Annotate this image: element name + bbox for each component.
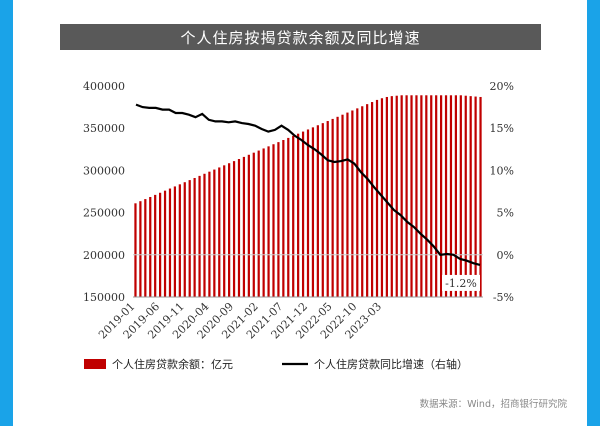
bar	[282, 140, 285, 297]
bar	[361, 106, 364, 297]
bar-series	[134, 95, 482, 298]
bar	[292, 135, 295, 297]
right-tick-label: 0%	[497, 249, 514, 262]
bar	[139, 201, 142, 297]
bar	[479, 96, 482, 297]
right-tick-label: 15%	[490, 122, 514, 135]
data-source-note: 数据来源：Wind，招商银行研究院	[419, 399, 567, 410]
bar	[257, 150, 260, 297]
bar	[341, 114, 344, 297]
bar	[193, 177, 196, 297]
bar	[232, 161, 236, 297]
legend-line-label: 个人住房贷款同比增速（右轴）	[314, 357, 468, 371]
bar	[228, 163, 231, 297]
bar	[331, 118, 334, 297]
bar	[410, 95, 413, 297]
bar	[262, 148, 265, 297]
bar	[326, 121, 329, 297]
bar	[370, 102, 374, 297]
bar	[173, 186, 177, 297]
legend-bar-swatch	[84, 359, 106, 369]
bar	[346, 112, 349, 297]
bar	[178, 184, 181, 297]
bar	[267, 146, 270, 297]
left-axis-ticks: 150000 200000 250000 300000 350000 400000	[83, 80, 125, 304]
bar	[395, 95, 398, 298]
bar	[198, 175, 201, 297]
left-tick-label: 150000	[83, 291, 125, 304]
bar	[311, 127, 315, 297]
bar	[188, 180, 191, 297]
chart-title: 个人住房按揭贷款余额及同比增速	[60, 24, 541, 50]
chart-card: 个人住房按揭贷款余额及同比增速 数据来源：Wind，招商银行研究院	[13, 0, 587, 426]
bar	[351, 110, 354, 297]
right-tick-label: 20%	[490, 80, 514, 93]
end-value-label-box	[442, 274, 480, 291]
bar	[356, 108, 359, 297]
bar	[272, 144, 275, 297]
bar	[247, 154, 250, 297]
bar	[277, 142, 280, 297]
growth-line-series	[135, 103, 481, 266]
left-tick-label: 250000	[83, 207, 125, 220]
bar	[218, 167, 221, 297]
left-tick-label: 350000	[83, 122, 125, 135]
x-axis-ticks: 2019-012019-062019-112020-042020-092021-…	[96, 300, 384, 342]
bar	[390, 96, 393, 298]
bar	[163, 190, 167, 297]
end-value-label: -1.2%	[442, 274, 480, 291]
bar	[316, 125, 319, 297]
bar	[366, 104, 369, 297]
bar	[385, 96, 388, 297]
bar	[375, 99, 379, 298]
bar	[237, 159, 241, 297]
bar	[144, 199, 147, 297]
bar	[454, 95, 457, 297]
bar	[405, 95, 408, 297]
end-value-label-text: -1.2%	[445, 277, 477, 290]
bar	[297, 133, 300, 297]
legend: 个人住房贷款余额：亿元 个人住房贷款同比增速（右轴）	[84, 357, 468, 371]
bar	[306, 129, 310, 297]
bar	[430, 95, 433, 297]
bar	[213, 169, 216, 297]
bar	[435, 95, 438, 297]
left-tick-label: 400000	[83, 80, 125, 93]
legend-bar-label: 个人住房贷款余额：亿元	[112, 357, 233, 371]
bar	[439, 95, 443, 297]
bar	[134, 203, 137, 297]
bar	[223, 165, 226, 297]
right-tick-label: 10%	[490, 164, 514, 177]
left-tick-label: 200000	[83, 249, 125, 262]
bar	[464, 95, 467, 298]
bar	[469, 96, 472, 298]
bar	[183, 182, 186, 297]
right-axis-ticks: -5% 0% 5% 10% 15% 20%	[490, 80, 514, 304]
bar	[459, 95, 462, 297]
bar	[301, 131, 305, 297]
bar	[252, 152, 255, 297]
bar	[159, 192, 162, 297]
bar	[168, 188, 172, 297]
bar	[449, 95, 453, 297]
bar	[474, 96, 477, 297]
bar	[400, 95, 403, 297]
right-tick-label: 5%	[497, 207, 514, 220]
bar	[208, 171, 211, 297]
left-tick-label: 300000	[83, 164, 125, 177]
bar	[154, 194, 157, 297]
bar	[415, 95, 418, 297]
bar	[287, 137, 290, 297]
bar	[444, 95, 448, 297]
bar	[242, 156, 246, 297]
bar	[425, 95, 428, 297]
right-tick-label: -5%	[493, 291, 514, 304]
bar	[321, 123, 324, 297]
bar	[203, 173, 206, 297]
bar	[420, 95, 423, 297]
bar	[149, 196, 152, 297]
bar	[336, 116, 339, 297]
